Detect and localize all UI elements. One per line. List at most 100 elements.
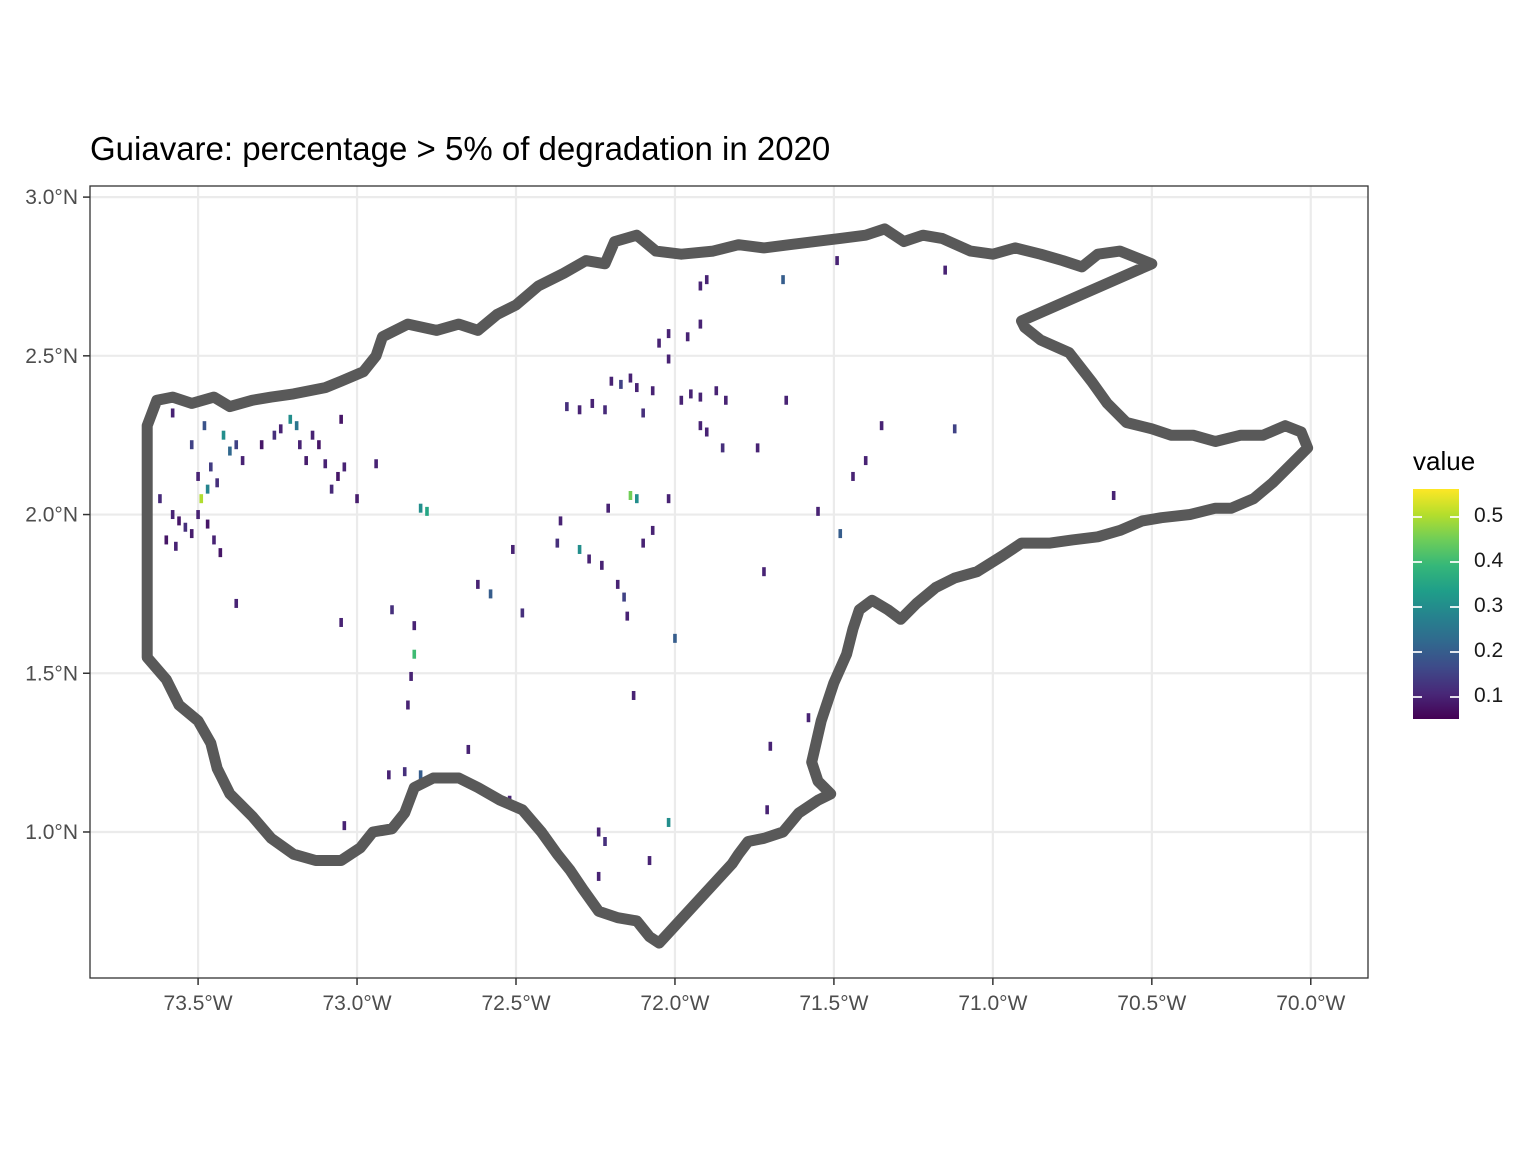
raster-cell xyxy=(851,471,855,481)
raster-cell xyxy=(635,383,639,393)
y-tick-label: 2.0°N xyxy=(25,504,78,527)
boundary-outline xyxy=(141,223,1314,949)
raster-cell xyxy=(657,338,661,348)
raster-cell xyxy=(784,395,789,405)
panel-border xyxy=(89,185,1369,979)
raster-cell xyxy=(781,275,785,285)
raster-cell xyxy=(215,478,219,488)
raster-cell xyxy=(272,430,277,440)
raster-cell xyxy=(689,389,693,399)
raster-cell xyxy=(606,503,610,513)
axes: 73.5°W 73.0°W 72.5°W 72.0°W 71.5°W 71.0°W 70.5… xyxy=(25,186,1345,1015)
y-tick-label: 3.0°N xyxy=(25,186,78,209)
y-tick-label: 1.0°N xyxy=(25,821,78,844)
x-tick-label: 73.0°W xyxy=(322,992,391,1015)
raster-cell xyxy=(329,484,334,494)
raster-cell xyxy=(342,462,347,472)
x-tick-label: 70.5°W xyxy=(1117,992,1186,1015)
raster-cell xyxy=(596,871,601,881)
raster-cell xyxy=(685,332,690,342)
raster-cell xyxy=(196,510,200,520)
x-tick-label: 72.0°W xyxy=(640,992,709,1015)
raster-cell xyxy=(590,398,595,408)
raster-cell xyxy=(596,827,601,837)
raster-cell xyxy=(466,744,471,754)
raster-cell xyxy=(310,430,315,440)
raster-cell xyxy=(342,821,347,831)
raster-cell xyxy=(943,265,947,275)
raster-cell xyxy=(205,519,210,529)
raster-cell xyxy=(816,506,820,516)
raster-cell xyxy=(234,598,239,608)
raster-cell xyxy=(641,538,645,548)
raster-cell xyxy=(838,529,843,539)
raster-cell xyxy=(323,459,328,469)
raster-cell xyxy=(406,700,410,710)
raster-cell xyxy=(339,414,343,424)
raster-cell xyxy=(622,592,626,602)
raster-cell xyxy=(863,456,868,466)
raster-cell xyxy=(212,535,216,545)
raster-cell xyxy=(1111,490,1116,500)
legend-label: 0.4 xyxy=(1474,549,1504,573)
raster-cell xyxy=(412,649,417,659)
x-tick-label: 70.0°W xyxy=(1276,992,1345,1015)
raster-cell xyxy=(835,256,839,266)
raster-cell xyxy=(196,471,200,481)
raster-cell xyxy=(304,456,308,466)
raster-cell xyxy=(418,770,423,780)
raster-cell xyxy=(183,522,188,532)
x-tick-label: 72.5°W xyxy=(481,992,550,1015)
raster-cell xyxy=(558,516,563,526)
raster-cell xyxy=(298,440,302,450)
raster-cell xyxy=(228,446,232,456)
raster-cell xyxy=(628,373,633,383)
raster-cell xyxy=(294,421,299,431)
raster-cell xyxy=(402,767,407,777)
raster-cell xyxy=(704,275,709,285)
raster-cell xyxy=(698,421,703,431)
raster-cell xyxy=(806,713,811,723)
raster-cell xyxy=(600,560,604,570)
raster-cell xyxy=(698,392,703,402)
raster-cell xyxy=(488,589,493,599)
raster-cell xyxy=(565,402,569,412)
raster-cell xyxy=(762,567,766,577)
legend-label: 0.1 xyxy=(1474,684,1504,708)
raster-cell xyxy=(628,490,633,500)
raster-cell xyxy=(240,456,245,466)
y-tick-label: 2.5°N xyxy=(25,345,78,368)
raster-cell xyxy=(720,443,725,453)
raster-cell xyxy=(339,617,343,627)
legend-label: 0.3 xyxy=(1474,594,1504,618)
raster-cell xyxy=(619,379,623,389)
raster-cell xyxy=(635,494,639,504)
raster-cell xyxy=(189,440,194,450)
raster-cell xyxy=(278,424,283,434)
raster-cell xyxy=(555,538,560,548)
raster-cell xyxy=(425,506,429,516)
raster-cell xyxy=(390,605,394,615)
raster-cell xyxy=(666,329,671,339)
raster-cell xyxy=(174,541,178,551)
raster-cell xyxy=(666,354,671,364)
gridlines xyxy=(90,186,1368,978)
raster-cell xyxy=(205,484,210,494)
raster-cell xyxy=(650,525,655,535)
raster-cell xyxy=(673,633,677,643)
x-tick-label: 71.0°W xyxy=(958,992,1027,1015)
raster-cell xyxy=(387,770,391,780)
raster-cell xyxy=(768,741,773,751)
raster-cell xyxy=(603,837,607,847)
raster-cell xyxy=(724,395,728,405)
raster-cell xyxy=(647,856,652,866)
raster-cell xyxy=(679,395,684,405)
raster-cell xyxy=(199,494,204,504)
raster-cell xyxy=(577,405,582,415)
raster-cell xyxy=(164,535,169,545)
raster-cell xyxy=(418,503,423,513)
legend-label: 0.5 xyxy=(1474,504,1504,528)
x-tick-label: 71.5°W xyxy=(799,992,868,1015)
raster-cell xyxy=(765,805,769,815)
